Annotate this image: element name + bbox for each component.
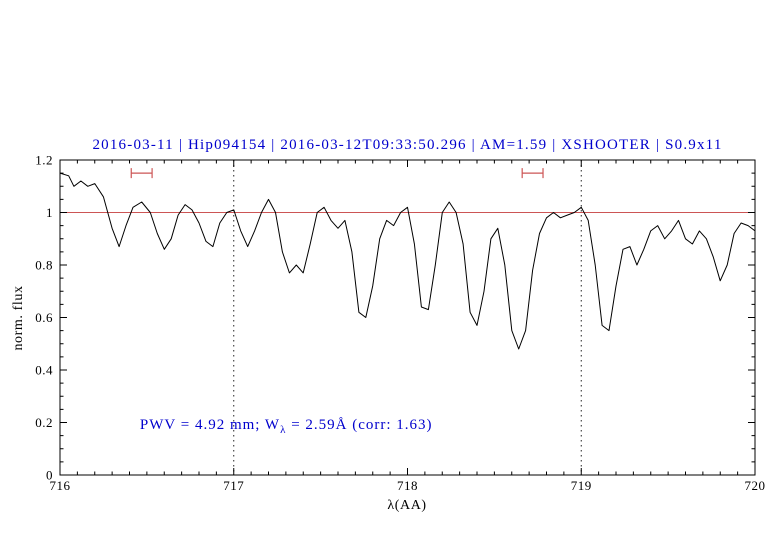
y-tick-label: 1.2 — [35, 153, 53, 168]
pwv-annotation-prefix: PWV = 4.92 mm; W — [140, 417, 280, 433]
x-tick-label: 716 — [50, 478, 71, 493]
x-tick-label: 719 — [571, 478, 592, 493]
range-marker — [130, 168, 153, 179]
pwv-annotation-subscript: λ — [280, 424, 286, 436]
y-tick-label: 0.6 — [35, 310, 53, 325]
x-tick-label: 720 — [745, 478, 766, 493]
x-tick-label: 718 — [397, 478, 418, 493]
y-tick-label: 0.8 — [35, 258, 53, 273]
pwv-annotation-suffix: = 2.59Å (corr: 1.63) — [286, 417, 432, 433]
tick-labels: 716 717 718 719 720 0 0.2 0.4 0.6 0.8 1 1.2 — [35, 153, 765, 494]
y-axis-label: norm. flux — [11, 285, 26, 350]
plot-title: 2016-03-11 | Hip094154 | 2016-03-12T09:3… — [92, 137, 722, 153]
axis-ticks — [59, 159, 756, 476]
y-tick-label: 0 — [46, 468, 53, 483]
y-tick-label: 1 — [46, 205, 53, 220]
x-tick-label: 717 — [223, 478, 244, 493]
y-tick-label: 0.4 — [35, 363, 53, 378]
range-marker — [521, 168, 544, 179]
spectrum-line — [59, 172, 756, 350]
y-tick-label: 0.2 — [35, 415, 53, 430]
x-axis-label: λ(AA) — [387, 498, 426, 513]
pwv-annotation: PWV = 4.92 mm; Wλ = 2.59Å (corr: 1.63) — [140, 417, 433, 436]
plot-render-layer: 716 717 718 719 720 0 0.2 0.4 0.6 0.8 1 1.2 — [35, 153, 765, 494]
reference-lines — [60, 160, 755, 475]
